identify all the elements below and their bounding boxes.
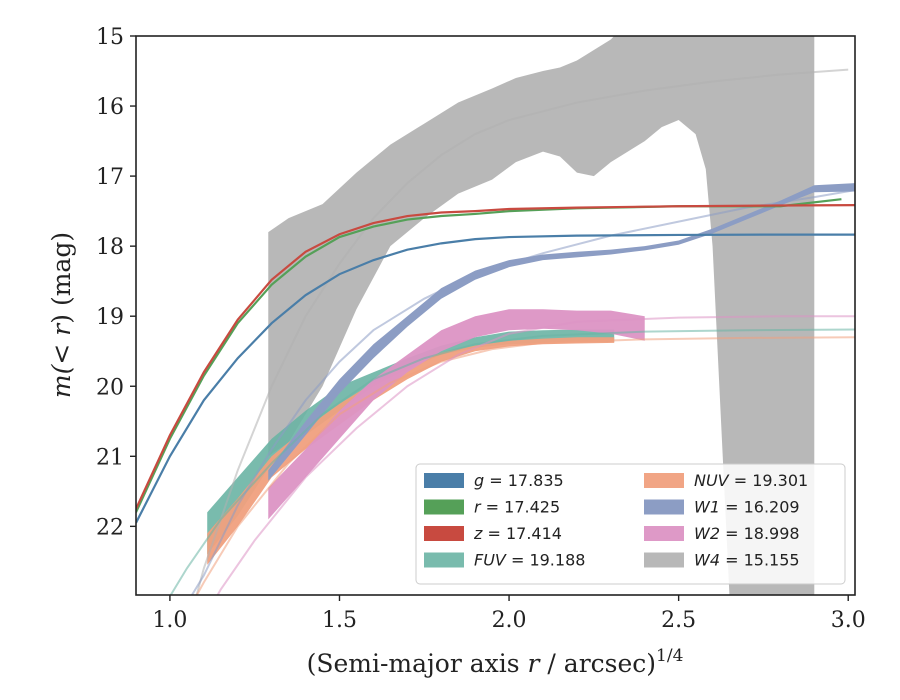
- legend-label: W4 = 15.155: [694, 551, 800, 570]
- y-tick-label: 15: [96, 25, 124, 50]
- x-tick-label: 2.0: [492, 608, 527, 633]
- legend-swatch: [644, 473, 684, 488]
- x-axis-label-main: (Semi-major axis: [307, 649, 528, 678]
- legend-label-name: W2: [694, 524, 720, 543]
- legend-label-name: z: [473, 524, 483, 543]
- model-line-w4: [195, 68, 849, 595]
- y-axis-label-prefix: m(: [47, 363, 76, 398]
- legend-label: r = 17.425: [474, 498, 560, 517]
- model-line-z: [136, 204, 855, 510]
- y-axis-label-var: < r: [47, 322, 76, 365]
- legend-frame: [415, 463, 846, 585]
- legend-swatch: [424, 473, 464, 488]
- legend-label-name: NUV: [694, 471, 730, 490]
- model-line-w1: [190, 189, 855, 595]
- legend-label: NUV = 19.301: [694, 471, 808, 490]
- y-tick-label: 20: [96, 375, 124, 400]
- band-w4: [268, 36, 815, 595]
- legend-label: FUV = 19.188: [474, 551, 585, 570]
- y-axis: 15 16 17 18 19 20 21 22: [96, 25, 136, 540]
- model-line-layer: [136, 68, 855, 595]
- x-axis-label-exponent: 1/4: [656, 646, 683, 666]
- legend-label-value: = 16.209: [720, 498, 800, 517]
- x-tick-label: 1.5: [322, 608, 357, 633]
- legend-swatch: [424, 552, 464, 568]
- x-axis-label-unit: / arcsec): [539, 649, 656, 678]
- x-tick-label: 3.0: [831, 608, 866, 633]
- y-axis-label-suffix: ) (mag): [47, 232, 76, 324]
- legend-label-name: W4: [694, 551, 720, 570]
- model-line-w2: [216, 315, 855, 595]
- legend-swatch: [644, 499, 684, 515]
- legend-label: g = 17.835: [474, 471, 564, 490]
- x-axis: 1.0 1.5 2.0 2.5 3.0: [152, 595, 866, 633]
- legend-label-value: = 17.414: [482, 524, 562, 543]
- legend-swatch: [644, 552, 684, 568]
- legend-item-w1: W1 = 16.209: [644, 498, 800, 517]
- legend-item-w4: W4 = 15.155: [644, 551, 800, 570]
- legend-label-name: FUV: [474, 551, 507, 570]
- legend-swatch: [424, 526, 464, 541]
- y-tick-label: 22: [96, 515, 124, 540]
- y-tick-label: 19: [96, 305, 124, 330]
- legend-label: W1 = 16.209: [694, 498, 800, 517]
- legend-label-name: r: [474, 498, 482, 517]
- legend-swatch: [424, 499, 464, 515]
- legend-label-value: = 17.835: [484, 471, 564, 490]
- y-tick-label: 16: [96, 95, 124, 120]
- legend-label-value: = 19.301: [729, 471, 809, 490]
- legend-label-value: = 15.155: [720, 551, 800, 570]
- y-tick-label: 17: [96, 165, 124, 190]
- legend-item-r: r = 17.425: [424, 498, 560, 517]
- legend-item-g: g = 17.835: [424, 471, 564, 490]
- band-layer: [207, 36, 855, 595]
- legend-item-nuv: NUV = 19.301: [644, 471, 808, 490]
- y-tick-label: 18: [96, 235, 124, 260]
- legend-label: z = 17.414: [473, 524, 562, 543]
- plot-frame: [135, 35, 856, 596]
- legend-label-value: = 18.998: [720, 524, 800, 543]
- x-axis-label-var: r: [528, 649, 542, 678]
- y-axis-label: m(< r) (mag): [47, 232, 76, 398]
- legend-label: W2 = 18.998: [694, 524, 800, 543]
- legend-item-fuv: FUV = 19.188: [424, 551, 585, 570]
- x-tick-label: 1.0: [152, 608, 187, 633]
- band-w2: [268, 309, 645, 520]
- model-line-g: [136, 233, 855, 524]
- legend-label-name: g: [474, 471, 484, 490]
- x-axis-label: (Semi-major axis r / arcsec)1/4: [307, 646, 684, 678]
- band-fuv: [207, 329, 615, 555]
- legend-label-value: = 17.425: [481, 498, 561, 517]
- x-tick-label: 2.5: [661, 608, 696, 633]
- legend-swatch: [644, 526, 684, 541]
- legend-label-name: W1: [694, 498, 720, 517]
- y-tick-label: 21: [96, 445, 124, 470]
- legend-item-w2: W2 = 18.998: [644, 524, 800, 543]
- model-line-fuv: [169, 328, 855, 595]
- model-line-nuv: [195, 336, 855, 595]
- legend-label-value: = 19.188: [506, 551, 586, 570]
- legend-item-z: z = 17.414: [424, 524, 562, 543]
